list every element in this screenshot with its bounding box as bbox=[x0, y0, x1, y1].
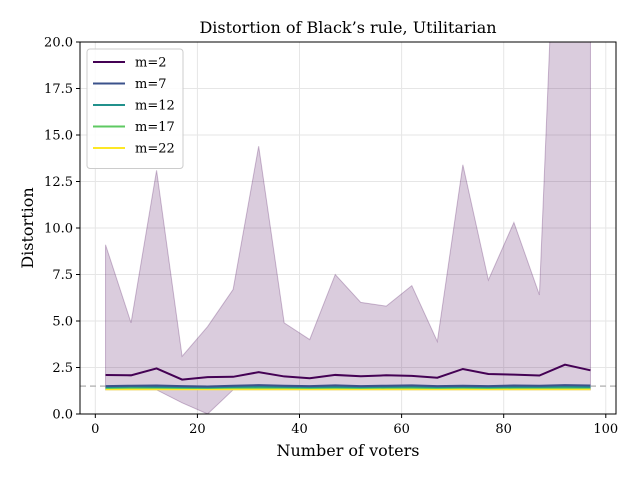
legend-label-m=2: m=2 bbox=[135, 56, 167, 71]
y-tick-label: 10.0 bbox=[44, 222, 73, 237]
y-axis-ticks: 0.0 2.5 5.0 7.5 10.0 12.5 15.0 17.5 20.0 bbox=[44, 36, 80, 423]
y-tick-label: 20.0 bbox=[44, 36, 73, 51]
x-tick-label: 20 bbox=[189, 422, 206, 437]
x-tick-label: 60 bbox=[393, 422, 410, 437]
y-axis-label: Distortion bbox=[18, 187, 37, 268]
x-axis-ticks: 0 20 40 60 80 100 bbox=[91, 414, 618, 437]
y-tick-label: 2.5 bbox=[52, 361, 73, 376]
y-tick-label: 17.5 bbox=[44, 82, 73, 97]
y-tick-label: 15.0 bbox=[44, 129, 73, 144]
series-line-m=7 bbox=[105, 384, 591, 388]
legend-label-m=22: m=22 bbox=[135, 142, 175, 157]
x-axis-label: Number of voters bbox=[277, 441, 420, 460]
y-tick-label: 5.0 bbox=[52, 315, 73, 330]
legend-box bbox=[86, 48, 184, 169]
y-tick-label: 7.5 bbox=[52, 268, 73, 283]
grid bbox=[80, 41, 616, 415]
y-tick-label: 0.0 bbox=[52, 408, 73, 423]
legend-label-m=7: m=7 bbox=[135, 77, 167, 92]
series-line-m=2 bbox=[105, 363, 591, 381]
x-tick-label: 40 bbox=[291, 422, 308, 437]
legend-label-m=17: m=17 bbox=[135, 120, 175, 135]
legend-label-m=12: m=12 bbox=[135, 99, 175, 114]
x-tick-label: 0 bbox=[91, 422, 99, 437]
x-tick-label: 100 bbox=[593, 422, 618, 437]
x-tick-label: 80 bbox=[495, 422, 512, 437]
y-tick-label: 12.5 bbox=[44, 175, 73, 190]
legend: m=2 m=7 m=12 m=17 m=22 bbox=[86, 48, 184, 169]
plot-area bbox=[80, 42, 616, 414]
chart-title: Distortion of Black’s rule, Utilitarian bbox=[199, 18, 496, 37]
